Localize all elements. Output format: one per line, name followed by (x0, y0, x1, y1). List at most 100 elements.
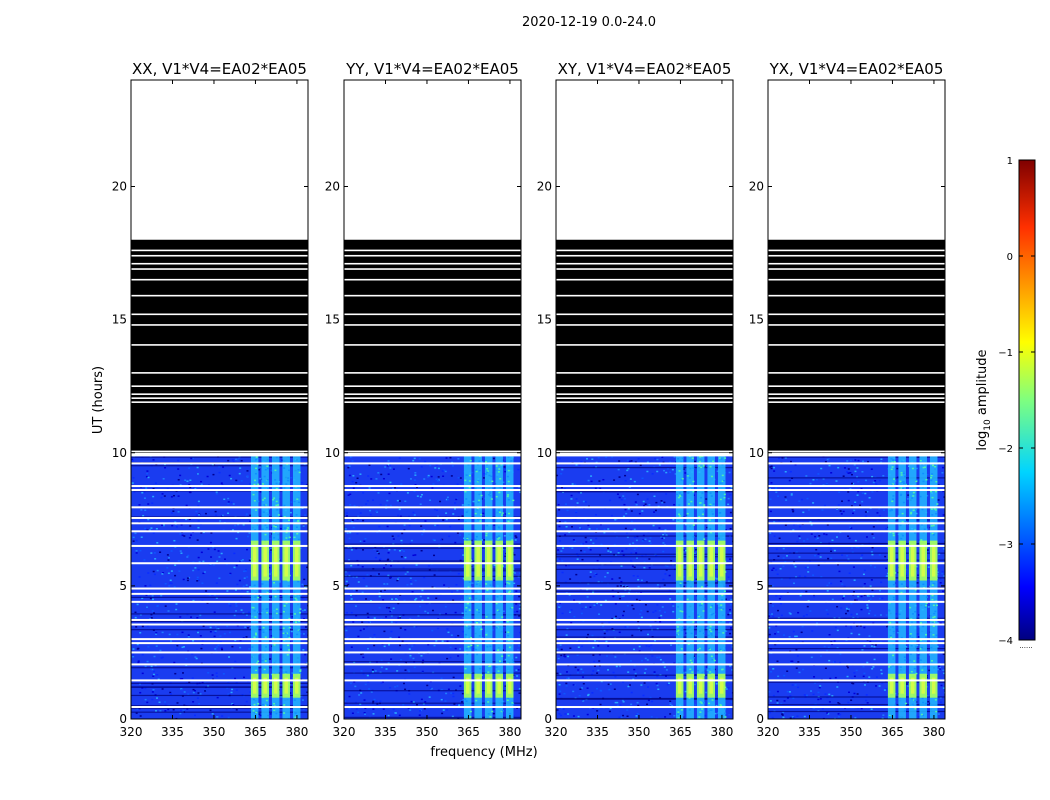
gap-line (344, 651, 521, 654)
gap-line (556, 516, 733, 519)
flag-gap-line (344, 278, 521, 281)
flagged-block (344, 239, 521, 453)
gap-line (768, 522, 945, 525)
flag-gap-line (556, 372, 733, 374)
flag-gap-line (131, 385, 308, 387)
x-tick-label: 380 (922, 725, 945, 739)
gap-line (344, 587, 521, 590)
signal-column (261, 455, 269, 719)
gap-line (344, 485, 521, 488)
signal-column (908, 455, 917, 719)
gap-line (768, 618, 945, 621)
panel-title: XX, V1*V4=EA02*EA05 (132, 60, 307, 78)
gap-line (131, 679, 308, 682)
gap-line (344, 600, 521, 603)
flag-gap-line (768, 278, 945, 281)
flag-gap-line (131, 393, 308, 395)
flag-gap-line (131, 254, 308, 257)
flag-gap-line (131, 313, 308, 316)
flag-gap-line (131, 294, 308, 297)
flag-gap-line (131, 278, 308, 281)
gap-line (556, 462, 733, 465)
gap-line (131, 562, 308, 565)
flag-gap-line (131, 344, 308, 346)
colorbar-tick-label: 1 (1007, 156, 1013, 167)
gap-line (556, 642, 733, 645)
signal-column (887, 455, 896, 719)
gap-line (131, 485, 308, 488)
flag-gap-line (344, 385, 521, 387)
x-tick-label: 335 (161, 725, 184, 739)
panel-title: XY, V1*V4=EA02*EA05 (558, 60, 732, 78)
gap-line (131, 454, 308, 457)
gap-line (344, 489, 521, 492)
y-tick-label: 20 (112, 180, 127, 194)
gap-line (556, 562, 733, 565)
panel-1: YY, V1*V4=EA02*EA05 320 335 350 365 380 0 5 10 15… (325, 60, 522, 739)
gap-line (556, 522, 733, 525)
y-tick-label: 15 (537, 313, 552, 327)
flagged-block (556, 239, 733, 453)
panel-title: YX, V1*V4=EA02*EA05 (769, 60, 944, 78)
panel-frame (343, 79, 522, 720)
gap-line (768, 544, 945, 547)
x-tick-label: 380 (498, 725, 521, 739)
x-tick-label: 320 (757, 725, 780, 739)
x-axis-label: frequency (MHz) (430, 745, 537, 760)
flag-gap-line (344, 372, 521, 374)
flag-gap-line (344, 450, 521, 453)
x-tick-label: 350 (840, 725, 863, 739)
flag-gap-line (556, 249, 733, 252)
gap-line (344, 544, 521, 547)
gap-line (556, 618, 733, 621)
gap-line (131, 587, 308, 590)
gap-line (768, 642, 945, 645)
y-tick-label: 15 (749, 313, 764, 327)
x-tick-label: 380 (285, 725, 308, 739)
gap-line (556, 544, 733, 547)
gap-line (344, 618, 521, 621)
gap-line (556, 663, 733, 666)
gap-line (768, 706, 945, 709)
x-tick-label: 350 (628, 725, 651, 739)
x-tick-label: 320 (120, 725, 143, 739)
x-tick-label: 350 (203, 725, 226, 739)
gap-line (131, 592, 308, 595)
flag-gap-line (344, 262, 521, 265)
y-tick-label: 5 (544, 579, 552, 593)
flag-gap-line (556, 254, 733, 257)
flag-gap-line (768, 397, 945, 399)
panel-frame (130, 79, 309, 720)
gap-line (131, 663, 308, 666)
gap-line (344, 462, 521, 465)
flag-gap-line (131, 372, 308, 374)
x-tick-label: 335 (374, 725, 397, 739)
flag-gap-line (344, 249, 521, 252)
x-tick-label: 365 (881, 725, 904, 739)
colorbar: 1 0 −1 −2 −3 −4 log10 amplitude ...... (975, 156, 1036, 650)
flag-gap-line (768, 268, 945, 270)
gap-line (768, 587, 945, 590)
signal-column (292, 455, 301, 719)
colorbar-tick-label: −1 (998, 348, 1013, 359)
panel-2: XY, V1*V4=EA02*EA05 320 335 350 365 380 0 5 10 15… (537, 60, 734, 739)
gap-line (768, 454, 945, 457)
gap-line (768, 592, 945, 595)
gap-line (344, 522, 521, 525)
y-tick-label: 10 (537, 446, 552, 460)
flag-gap-line (556, 450, 733, 453)
flag-gap-line (556, 262, 733, 265)
signal-column (271, 455, 280, 719)
panel-frame (767, 79, 946, 720)
signal-column (696, 455, 705, 719)
y-tick-label: 20 (325, 180, 340, 194)
gap-line (768, 663, 945, 666)
gap-line (768, 562, 945, 565)
gap-line (131, 651, 308, 654)
flag-gap-line (556, 401, 733, 403)
gap-line (344, 562, 521, 565)
flag-gap-line (344, 393, 521, 395)
y-tick-label: 0 (544, 712, 552, 726)
gap-line (556, 706, 733, 709)
y-tick-label: 10 (749, 446, 764, 460)
